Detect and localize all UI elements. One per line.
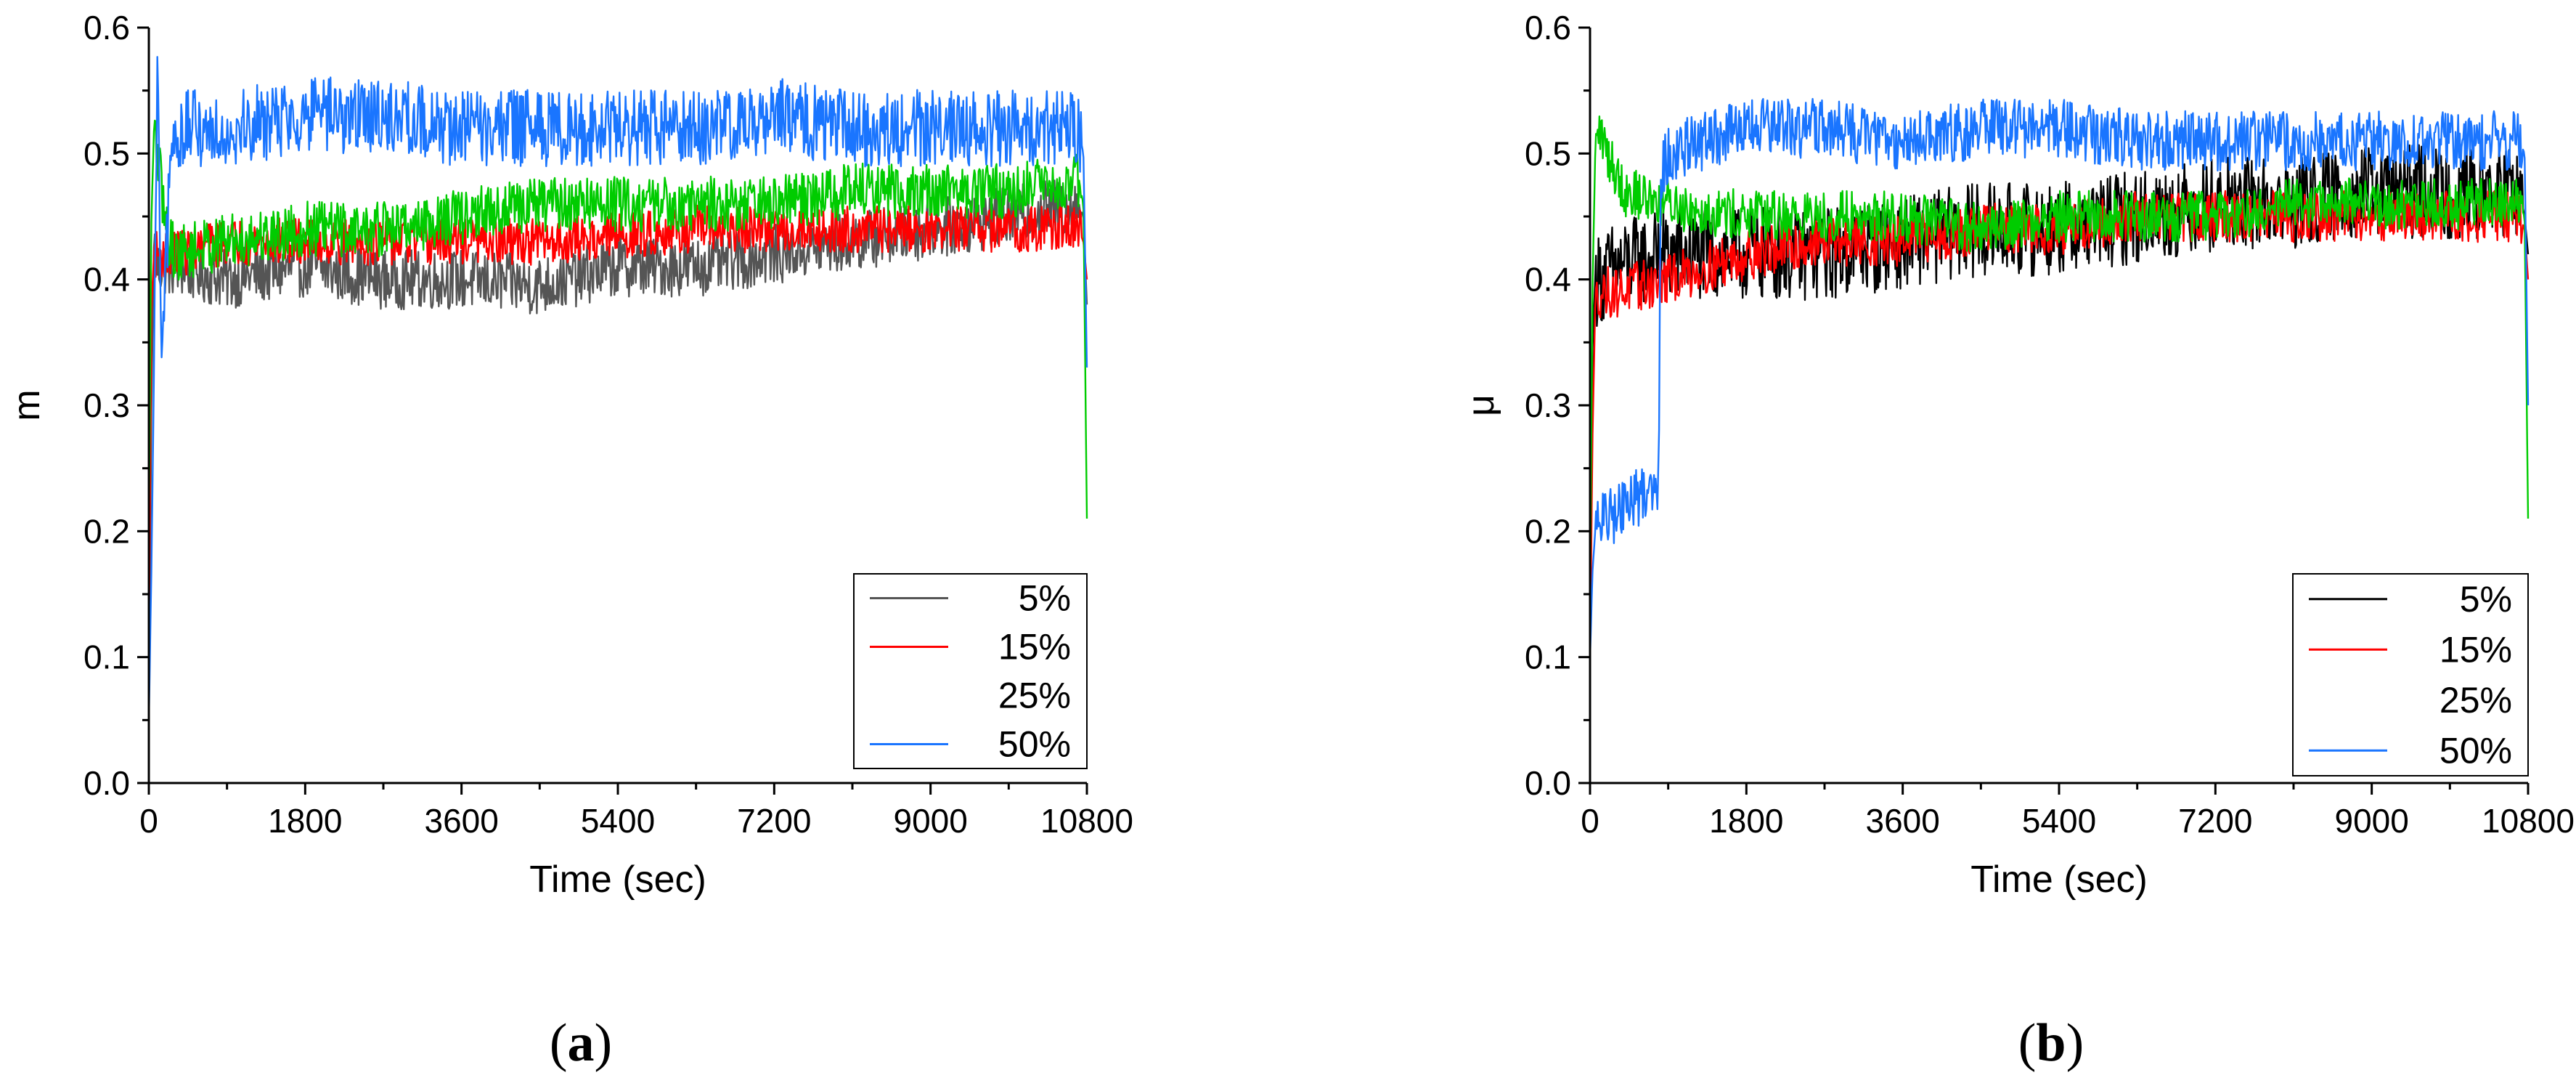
y-axis-title: μ <box>1460 394 1502 416</box>
y-tick-label: 0.5 <box>83 134 130 172</box>
x-tick-label: 1800 <box>1709 802 1783 840</box>
plot-area <box>1589 97 2530 657</box>
series-line-25pct <box>147 119 1088 532</box>
legend-label: 25% <box>2440 680 2512 721</box>
legend-label: 5% <box>1019 578 1071 619</box>
plot-area <box>147 56 1088 721</box>
y-tick-label: 0.4 <box>83 261 130 299</box>
x-tick-label: 5400 <box>2022 802 2096 840</box>
legend-label: 25% <box>998 676 1071 716</box>
panel-a: 0.0 0.1 0.2 0.3 0.4 0.5 0.6 0 1800 3600 5400 7200 90… <box>6 9 1133 1073</box>
y-tick-label: 0.1 <box>83 638 130 676</box>
x-tick-label: 9000 <box>2334 802 2408 840</box>
series-line-50pct <box>147 56 1088 721</box>
y-tick-label: 0.3 <box>1525 386 1571 424</box>
y-tick-label: 0.2 <box>1525 512 1571 550</box>
legend-label: 50% <box>998 724 1071 765</box>
legend-label: 15% <box>998 627 1071 668</box>
y-tick-label: 0.0 <box>1525 764 1571 802</box>
legend: 5% 15% 25% 50% <box>853 573 1088 769</box>
y-tick-label: 0.3 <box>83 386 130 424</box>
panel-b: 0.0 0.1 0.2 0.3 0.4 0.5 0.6 0 1800 3600 5400 7200 90… <box>1460 9 2575 1073</box>
y-tick-label: 0.6 <box>1525 9 1571 46</box>
x-tick-label: 7200 <box>737 802 811 840</box>
legend-label: 50% <box>2440 730 2512 771</box>
legend: 5% 15% 25% 50% <box>2292 573 2529 776</box>
y-tick-label: 0.5 <box>1525 134 1571 172</box>
x-tick-label: 3600 <box>1865 802 1939 840</box>
x-tick-label: 10800 <box>1040 802 1133 840</box>
x-tick-label: 10800 <box>2482 802 2575 840</box>
x-tick-label: 0 <box>1581 802 1599 840</box>
y-tick-label: 0.1 <box>1525 638 1571 676</box>
y-tick-label: 0.6 <box>83 9 130 46</box>
x-axis-title: Time (sec) <box>1970 859 2148 901</box>
series-line-15pct <box>147 204 1088 657</box>
series-line-50pct <box>1589 97 2530 657</box>
x-tick-label: 3600 <box>424 802 498 840</box>
series-line-25pct <box>1589 115 2530 595</box>
x-tick-label: 1800 <box>268 802 342 840</box>
legend-box <box>853 573 1088 769</box>
x-tick-label: 9000 <box>893 802 967 840</box>
y-axis-title: m <box>6 389 48 421</box>
x-tick-label: 5400 <box>581 802 655 840</box>
y-tick-label: 0.4 <box>1525 261 1571 299</box>
x-tick-label: 0 <box>139 802 158 840</box>
y-tick-label: 0.0 <box>83 764 130 802</box>
y-tick-label: 0.2 <box>83 512 130 550</box>
legend-label: 15% <box>2440 629 2512 670</box>
panel-label: (b) <box>2018 1013 2084 1073</box>
x-axis-title: Time (sec) <box>529 859 706 901</box>
x-tick-label: 7200 <box>2178 802 2252 840</box>
legend-box <box>2292 573 2529 776</box>
panel-label: (a) <box>550 1013 612 1073</box>
legend-label: 5% <box>2460 579 2512 620</box>
